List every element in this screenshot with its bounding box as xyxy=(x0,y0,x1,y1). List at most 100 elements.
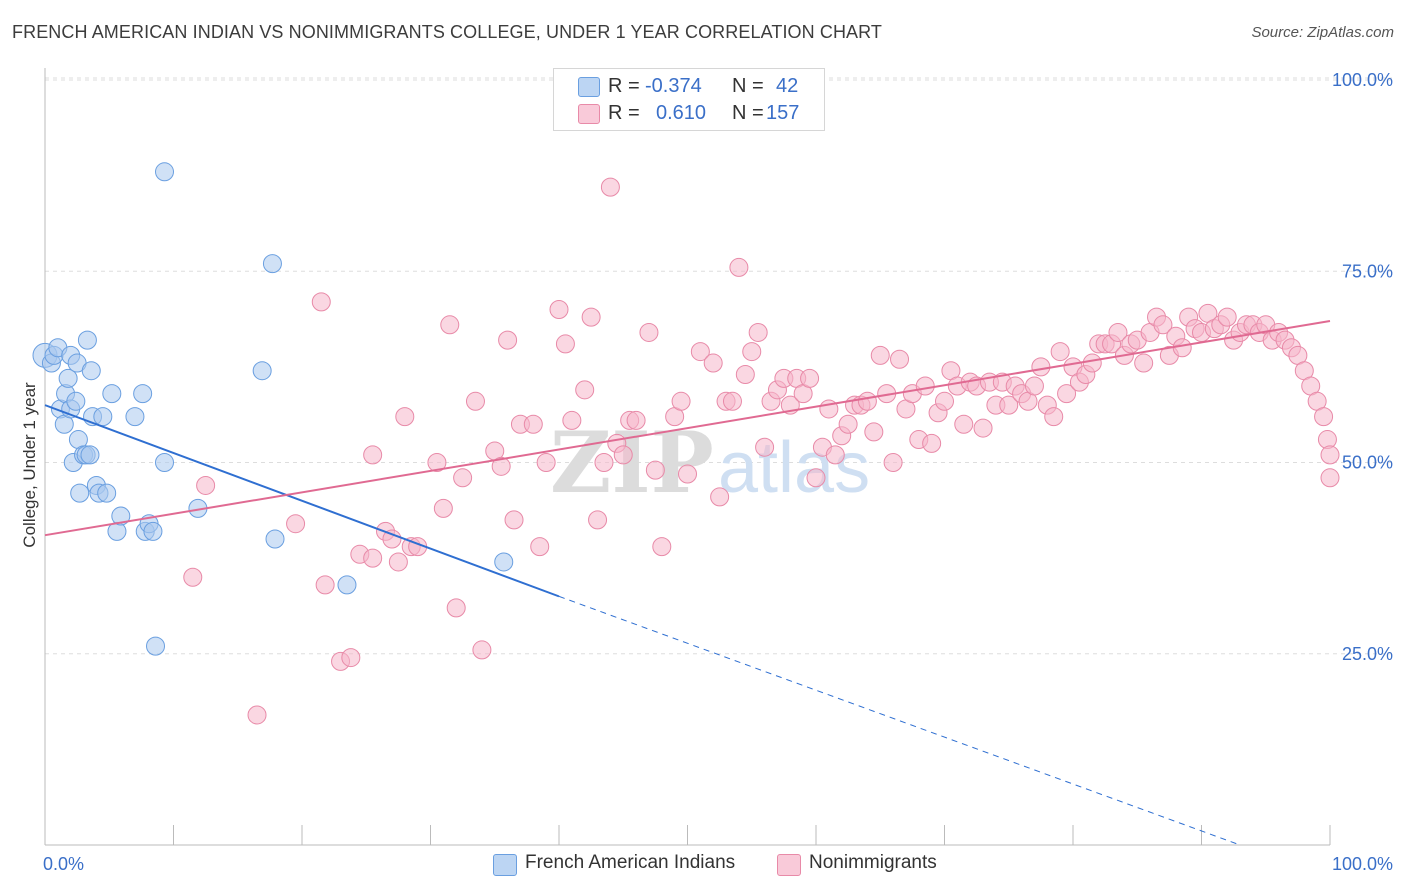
trend-line-french-american-indians xyxy=(44,404,560,598)
data-point xyxy=(427,453,447,472)
trend-line-extension xyxy=(558,595,1241,846)
data-point xyxy=(536,453,556,472)
y-tick-label: 100.0% xyxy=(1332,70,1393,90)
data-point xyxy=(1217,307,1237,327)
data-point xyxy=(1134,353,1154,373)
data-point xyxy=(722,391,742,411)
data-point xyxy=(388,552,408,572)
data-point xyxy=(196,475,216,495)
legend-n-value: 157 xyxy=(766,102,800,124)
correlation-legend: R = -0.374 N = 42 R = 0.610 N = 157 xyxy=(553,68,825,131)
data-point xyxy=(973,418,993,438)
data-point xyxy=(133,384,153,404)
data-point xyxy=(262,254,282,274)
legend-swatch-pink xyxy=(777,854,801,876)
legend-r-label: R = xyxy=(608,75,640,97)
data-point xyxy=(870,345,890,365)
data-point xyxy=(247,705,267,725)
data-point xyxy=(748,322,768,342)
data-point xyxy=(77,330,97,350)
data-point xyxy=(1153,315,1173,335)
data-point xyxy=(183,567,203,587)
data-point xyxy=(800,368,820,388)
x-tick-label: 0.0% xyxy=(43,854,84,874)
data-point xyxy=(594,453,614,472)
series-nonimmigrants xyxy=(183,177,1340,725)
data-point xyxy=(363,548,383,568)
y-tick-label: 25.0% xyxy=(1342,644,1393,664)
data-point xyxy=(498,330,518,350)
data-point xyxy=(883,453,903,472)
data-point xyxy=(265,529,285,549)
tick-labels: 25.0% 50.0% 75.0% 100.0% 0.0% 100.0% xyxy=(43,70,1393,874)
data-point xyxy=(1108,322,1128,342)
y-tick-label: 75.0% xyxy=(1342,261,1393,281)
data-point xyxy=(311,292,331,312)
data-point xyxy=(155,453,175,472)
data-point xyxy=(58,368,78,388)
data-point xyxy=(1044,407,1064,427)
data-point xyxy=(341,648,361,668)
legend-r-value: 0.610 xyxy=(656,102,707,124)
series-french-american-indians xyxy=(32,162,514,656)
data-point xyxy=(440,315,460,335)
data-point xyxy=(588,510,608,530)
data-point xyxy=(922,433,942,453)
chart-source: Source: ZipAtlas.com xyxy=(1251,24,1394,41)
legend-swatch-blue xyxy=(578,77,600,97)
data-points xyxy=(32,162,1340,725)
data-point xyxy=(111,506,131,526)
data-point xyxy=(155,162,175,182)
data-point xyxy=(491,456,511,476)
x-tick-label: 100.0% xyxy=(1332,854,1393,874)
data-point xyxy=(915,376,935,396)
data-point xyxy=(1314,407,1334,427)
data-point xyxy=(735,365,755,385)
chart-title: FRENCH AMERICAN INDIAN VS NONIMMIGRANTS … xyxy=(12,22,883,42)
data-point xyxy=(66,391,86,411)
data-point xyxy=(102,384,122,404)
data-point xyxy=(523,414,543,434)
data-point xyxy=(395,407,415,427)
data-point xyxy=(710,487,730,507)
data-point xyxy=(825,445,845,465)
data-point xyxy=(729,257,749,277)
data-point xyxy=(93,407,113,427)
data-point xyxy=(890,349,910,369)
data-point xyxy=(1082,353,1102,373)
data-point xyxy=(1172,338,1192,358)
legend-n-label: N = xyxy=(732,102,764,124)
data-point xyxy=(600,177,620,197)
y-axis-label: College, Under 1 year xyxy=(20,382,39,548)
data-point xyxy=(857,391,877,411)
data-point xyxy=(382,529,402,549)
data-point xyxy=(1024,376,1044,396)
data-point xyxy=(954,414,974,434)
data-point xyxy=(146,636,166,656)
data-point xyxy=(286,514,306,534)
data-point xyxy=(1031,357,1051,377)
data-point xyxy=(125,407,145,427)
data-point xyxy=(337,575,357,595)
data-point xyxy=(626,410,646,430)
data-point xyxy=(652,537,672,557)
data-point xyxy=(143,521,163,541)
data-point xyxy=(645,460,665,480)
data-point xyxy=(433,498,453,518)
data-point xyxy=(703,353,723,373)
data-point xyxy=(315,575,335,595)
data-point xyxy=(465,391,485,411)
data-point xyxy=(1320,468,1340,488)
data-point xyxy=(363,445,383,465)
data-point xyxy=(453,468,473,488)
data-point xyxy=(864,422,884,442)
data-point xyxy=(446,598,466,618)
data-point xyxy=(639,322,659,342)
axes xyxy=(44,68,1331,846)
data-point xyxy=(555,334,575,354)
data-point xyxy=(1050,342,1070,362)
data-point xyxy=(494,552,514,572)
trend-lines xyxy=(44,319,1331,846)
data-point xyxy=(70,483,90,503)
